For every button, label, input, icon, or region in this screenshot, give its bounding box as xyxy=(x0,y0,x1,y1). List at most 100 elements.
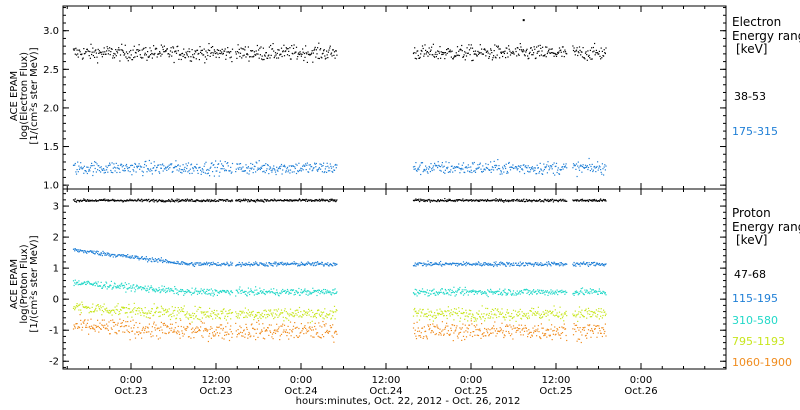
electron-point xyxy=(575,50,577,52)
electron-point xyxy=(437,167,439,169)
proton-point xyxy=(256,289,258,291)
electron-point xyxy=(109,164,111,166)
proton-point xyxy=(457,315,459,317)
proton-point xyxy=(450,264,452,266)
proton-point xyxy=(150,312,152,314)
electron-point xyxy=(444,172,446,174)
proton-point xyxy=(131,199,133,201)
proton-point xyxy=(100,281,102,283)
electron-point xyxy=(159,172,161,174)
electron-point xyxy=(574,164,576,166)
proton-point xyxy=(192,264,194,266)
proton-point xyxy=(202,311,204,313)
electron-point xyxy=(453,166,456,168)
proton-point xyxy=(546,310,548,312)
electron-y-tick-label: 1.5 xyxy=(43,142,59,153)
electron-point xyxy=(259,54,261,56)
proton-point xyxy=(286,262,289,264)
proton-point xyxy=(309,292,311,294)
electron-point xyxy=(579,165,581,167)
proton-point xyxy=(111,199,113,201)
electron-point xyxy=(543,163,545,165)
proton-point xyxy=(283,290,286,292)
proton-point xyxy=(433,314,435,316)
proton-point xyxy=(195,327,197,329)
proton-point xyxy=(214,198,216,201)
proton-point xyxy=(539,264,541,266)
electron-point xyxy=(119,54,122,56)
proton-point xyxy=(124,282,126,284)
electron-point xyxy=(541,50,543,52)
proton-point xyxy=(499,293,501,295)
proton-point xyxy=(106,282,108,284)
electron-point xyxy=(298,53,301,56)
electron-point xyxy=(300,55,302,57)
proton-point xyxy=(139,312,141,314)
proton-point xyxy=(419,308,421,310)
proton-point xyxy=(88,326,90,328)
electron-point xyxy=(250,168,252,170)
proton-point xyxy=(186,291,188,294)
electron-point xyxy=(259,167,261,169)
electron-point xyxy=(115,167,117,169)
electron-point xyxy=(169,50,172,52)
electron-point xyxy=(288,50,290,52)
electron-point xyxy=(85,51,87,53)
proton-point xyxy=(318,262,320,264)
proton-point xyxy=(201,199,203,201)
electron-point xyxy=(253,168,255,170)
electron-point xyxy=(81,53,83,55)
proton-point xyxy=(334,288,336,290)
proton-point xyxy=(293,200,295,202)
proton-point xyxy=(547,294,549,296)
proton-point xyxy=(98,308,100,310)
proton-point xyxy=(267,316,269,318)
proton-point xyxy=(196,331,199,333)
proton-point xyxy=(192,265,194,267)
electron-point xyxy=(496,165,498,167)
proton-point xyxy=(320,315,322,317)
proton-point xyxy=(124,255,126,257)
electron-point xyxy=(565,163,567,165)
proton-point xyxy=(554,293,556,295)
electron-point xyxy=(428,168,430,170)
proton-point xyxy=(543,201,545,203)
electron-point xyxy=(550,165,552,167)
proton-point xyxy=(109,312,111,314)
electron-point xyxy=(104,171,106,174)
proton-point xyxy=(141,201,143,203)
proton-point xyxy=(152,335,154,337)
proton-point xyxy=(436,291,438,294)
proton-point xyxy=(176,289,178,291)
proton-point xyxy=(187,291,189,293)
electron-point xyxy=(555,162,558,164)
proton-point xyxy=(527,289,529,291)
electron-point xyxy=(526,48,528,50)
electron-point xyxy=(420,49,422,52)
proton-point xyxy=(117,287,119,289)
proton-point xyxy=(587,264,589,266)
proton-point xyxy=(145,290,147,292)
proton-point xyxy=(160,289,162,291)
proton-point xyxy=(525,313,527,315)
electron-point xyxy=(275,173,277,176)
proton-point xyxy=(566,200,568,202)
proton-point xyxy=(418,293,420,295)
proton-point xyxy=(79,249,81,251)
proton-point xyxy=(286,200,288,202)
electron-point xyxy=(520,46,522,48)
proton-point xyxy=(181,309,183,311)
electron-point xyxy=(319,49,321,51)
proton-point xyxy=(276,314,278,316)
proton-point xyxy=(553,305,555,307)
electron-point xyxy=(279,54,281,56)
proton-point xyxy=(543,292,545,294)
proton-point xyxy=(582,292,584,295)
proton-point xyxy=(175,263,178,265)
proton-point xyxy=(604,314,606,317)
proton-point xyxy=(160,200,162,202)
proton-point xyxy=(321,314,323,316)
electron-point xyxy=(419,56,421,58)
proton-point xyxy=(74,248,76,250)
electron-point xyxy=(128,166,131,169)
